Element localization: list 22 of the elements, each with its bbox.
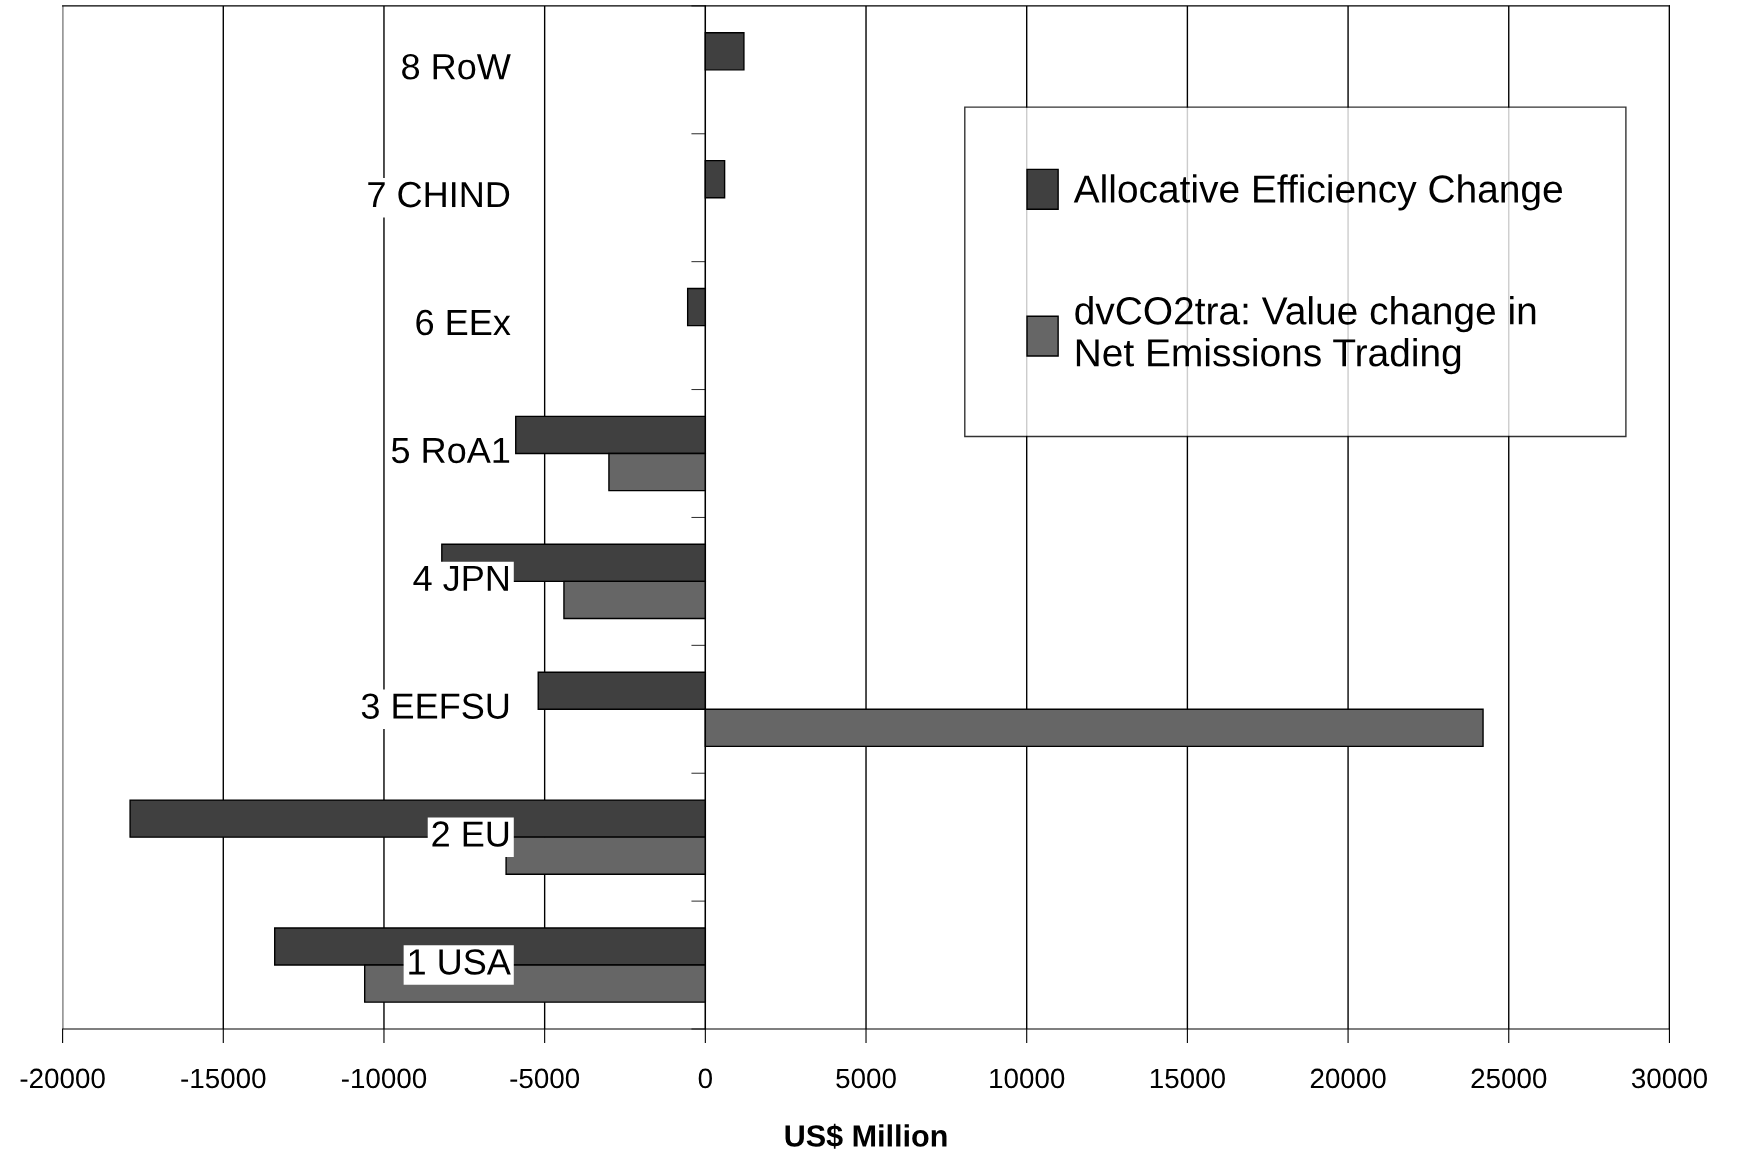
- x-axis-title: US$ Million: [785, 1123, 947, 1149]
- legend-label: dvCO2tra: Value change in Net Emissions Trading: [1075, 296, 1536, 375]
- y-tick-label: 6 EEx: [416, 309, 511, 336]
- x-tick-label: 30000: [1631, 1068, 1707, 1089]
- x-tick-label: -15000: [181, 1068, 266, 1089]
- x-tick-label: 25000: [1471, 1068, 1547, 1089]
- legend-label: Allocative Efficiency Change: [1073, 174, 1562, 211]
- y-tick-label: 7 CHIND: [368, 181, 510, 208]
- y-tick-label: 1 USA: [409, 949, 511, 975]
- x-tick-label: 5000: [836, 1068, 896, 1089]
- x-tick-label: -5000: [510, 1068, 580, 1089]
- x-tick-label: 10000: [990, 1068, 1065, 1089]
- y-tick-label: 3 EEFSU: [361, 693, 509, 719]
- y-tick-label: 2 EU: [432, 821, 509, 847]
- x-tick-label: -20000: [20, 1068, 105, 1089]
- y-tick-label: 5 RoA1: [391, 437, 510, 464]
- x-tick-label: -10000: [341, 1068, 427, 1089]
- y-tick-label: 8 RoW: [402, 53, 511, 80]
- x-tick-label: 15000: [1150, 1068, 1225, 1089]
- y-tick-label: 4 JPN: [413, 565, 508, 592]
- x-tick-label: 0: [698, 1068, 712, 1089]
- x-tick-label: 20000: [1310, 1068, 1386, 1089]
